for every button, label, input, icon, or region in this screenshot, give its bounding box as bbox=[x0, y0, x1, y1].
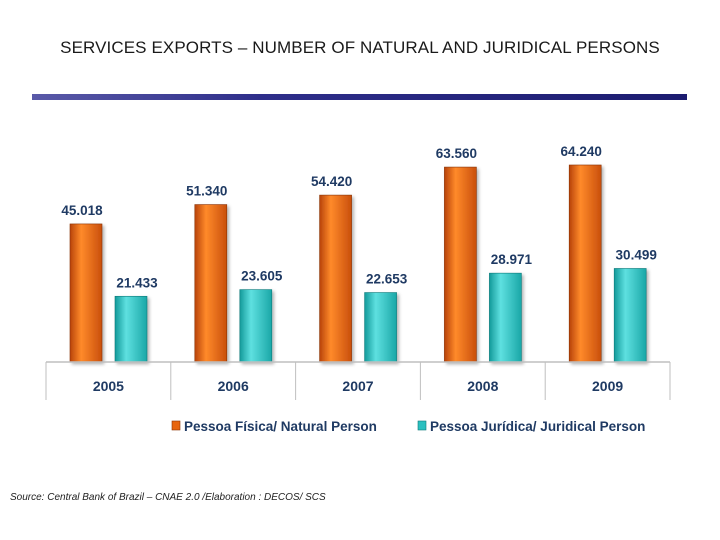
bar-juridical-2006 bbox=[239, 289, 273, 363]
title-underline-bar bbox=[32, 94, 687, 100]
data-label-natural-2009: 64.240 bbox=[561, 144, 602, 159]
chart-title: SERVICES EXPORTS – NUMBER OF NATURAL AND… bbox=[60, 38, 660, 57]
x-tick-label-2008: 2008 bbox=[467, 378, 498, 394]
legend-swatch-juridical bbox=[417, 420, 427, 431]
data-label-juridical-2006: 23.605 bbox=[241, 269, 283, 284]
legend-swatch-natural bbox=[171, 420, 181, 431]
bar-natural-2009 bbox=[568, 164, 602, 363]
data-label-juridical-2009: 30.499 bbox=[616, 247, 657, 262]
source-note: Source: Central Bank of Brazil – CNAE 2.… bbox=[10, 492, 326, 503]
bar-natural-2008 bbox=[444, 166, 477, 363]
bar-juridical-2005 bbox=[114, 295, 148, 363]
bar-natural-2006 bbox=[194, 204, 228, 363]
bar-juridical-2007 bbox=[364, 292, 397, 363]
data-label-juridical-2007: 22.653 bbox=[366, 272, 408, 287]
x-tick-label-2006: 2006 bbox=[218, 378, 249, 394]
bar-natural-2005 bbox=[69, 223, 103, 363]
bar-natural-2007 bbox=[319, 194, 352, 363]
data-label-juridical-2008: 28.971 bbox=[491, 252, 533, 267]
bar-juridical-2009 bbox=[613, 268, 647, 363]
legend-label-natural: Pessoa Física/ Natural Person bbox=[184, 419, 377, 434]
data-label-juridical-2005: 21.433 bbox=[116, 275, 158, 290]
legend-label-juridical: Pessoa Jurídica/ Juridical Person bbox=[430, 419, 645, 434]
x-tick-label-2007: 2007 bbox=[342, 378, 373, 394]
data-label-natural-2005: 45.018 bbox=[61, 203, 103, 218]
x-tick-label-2009: 2009 bbox=[592, 378, 623, 394]
data-label-natural-2008: 63.560 bbox=[436, 146, 477, 161]
bar-chart: 45.018 21.433 51.340 23.605 54.420 22.653 63.5… bbox=[45, 144, 671, 434]
data-label-natural-2006: 51.340 bbox=[186, 184, 227, 199]
data-label-natural-2007: 54.420 bbox=[311, 174, 352, 189]
x-tick-label-2005: 2005 bbox=[93, 378, 124, 394]
bar-juridical-2008 bbox=[489, 272, 522, 363]
